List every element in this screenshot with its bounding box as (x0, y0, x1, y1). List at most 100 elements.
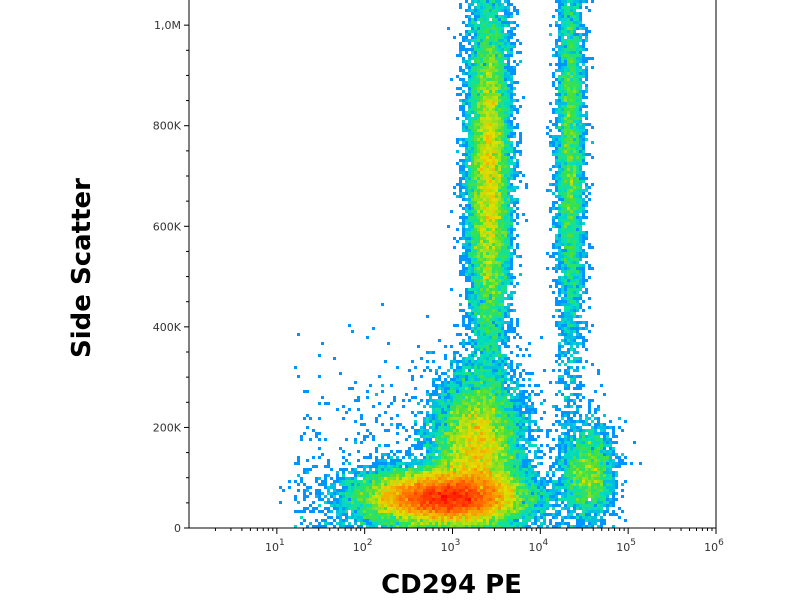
event-cell (516, 456, 519, 459)
event-cell (477, 48, 480, 51)
event-cell (501, 303, 504, 306)
event-cell (462, 345, 465, 348)
event-cell (495, 384, 498, 387)
event-cell (390, 402, 393, 405)
event-cell (579, 234, 582, 237)
event-cell (489, 351, 492, 354)
event-cell (303, 432, 306, 435)
event-cell (477, 111, 480, 114)
event-cell (570, 327, 573, 330)
event-cell (537, 426, 540, 429)
event-cell (507, 363, 510, 366)
event-cell (555, 180, 558, 183)
event-cell (486, 75, 489, 78)
event-cell (438, 393, 441, 396)
event-cell (531, 390, 534, 393)
event-cell (483, 402, 486, 405)
event-cell (504, 306, 507, 309)
event-cell (570, 462, 573, 465)
event-cell (564, 138, 567, 141)
event-cell (507, 435, 510, 438)
event-cell (495, 30, 498, 33)
event-cell (498, 402, 501, 405)
event-cell (552, 219, 555, 222)
event-cell (498, 114, 501, 117)
event-cell (492, 189, 495, 192)
event-cell (558, 165, 561, 168)
event-cell (495, 342, 498, 345)
event-cell (567, 315, 570, 318)
event-cell (579, 450, 582, 453)
event-cell (462, 390, 465, 393)
event-cell (483, 255, 486, 258)
event-cell (558, 279, 561, 282)
event-cell (597, 369, 600, 372)
event-cell (492, 357, 495, 360)
event-cell (459, 396, 462, 399)
event-cell (567, 285, 570, 288)
event-cell (558, 96, 561, 99)
event-cell (495, 207, 498, 210)
event-cell (489, 459, 492, 462)
event-cell (567, 27, 570, 30)
event-cell (564, 216, 567, 219)
event-cell (474, 360, 477, 363)
event-cell (555, 354, 558, 357)
event-cell (477, 174, 480, 177)
event-cell (501, 24, 504, 27)
event-cell (564, 105, 567, 108)
event-cell (576, 255, 579, 258)
event-cell (603, 432, 606, 435)
event-cell (459, 93, 462, 96)
event-cell (603, 453, 606, 456)
event-cell (480, 96, 483, 99)
event-cell (477, 219, 480, 222)
event-cell (564, 150, 567, 153)
event-cell (510, 123, 513, 126)
event-cell (504, 21, 507, 24)
event-cell (468, 99, 471, 102)
event-cell (576, 360, 579, 363)
event-cell (576, 315, 579, 318)
event-cell (570, 177, 573, 180)
event-cell (561, 438, 564, 441)
event-cell (579, 189, 582, 192)
event-cell (453, 387, 456, 390)
event-cell (501, 219, 504, 222)
event-cell (450, 396, 453, 399)
event-cell (492, 258, 495, 261)
event-cell (474, 351, 477, 354)
event-cell (489, 393, 492, 396)
event-cell (567, 21, 570, 24)
event-cell (501, 360, 504, 363)
event-cell (477, 333, 480, 336)
event-cell (327, 462, 330, 465)
event-cell (570, 156, 573, 159)
event-cell (507, 75, 510, 78)
event-cell (444, 378, 447, 381)
event-cell (477, 432, 480, 435)
event-cell (468, 126, 471, 129)
event-cell (498, 0, 501, 3)
event-cell (501, 429, 504, 432)
event-cell (492, 93, 495, 96)
event-cell (570, 180, 573, 183)
event-cell (570, 195, 573, 198)
event-cell (504, 402, 507, 405)
event-cell (429, 441, 432, 444)
event-cell (507, 438, 510, 441)
event-cell (558, 324, 561, 327)
event-cell (468, 201, 471, 204)
event-cell (459, 399, 462, 402)
event-cell (471, 294, 474, 297)
event-cell (495, 135, 498, 138)
event-cell (510, 126, 513, 129)
event-cell (480, 264, 483, 267)
event-cell (567, 420, 570, 423)
event-cell (603, 456, 606, 459)
event-cell (366, 396, 369, 399)
event-cell (411, 378, 414, 381)
event-cell (462, 21, 465, 24)
event-cell (468, 462, 471, 465)
event-cell (498, 237, 501, 240)
